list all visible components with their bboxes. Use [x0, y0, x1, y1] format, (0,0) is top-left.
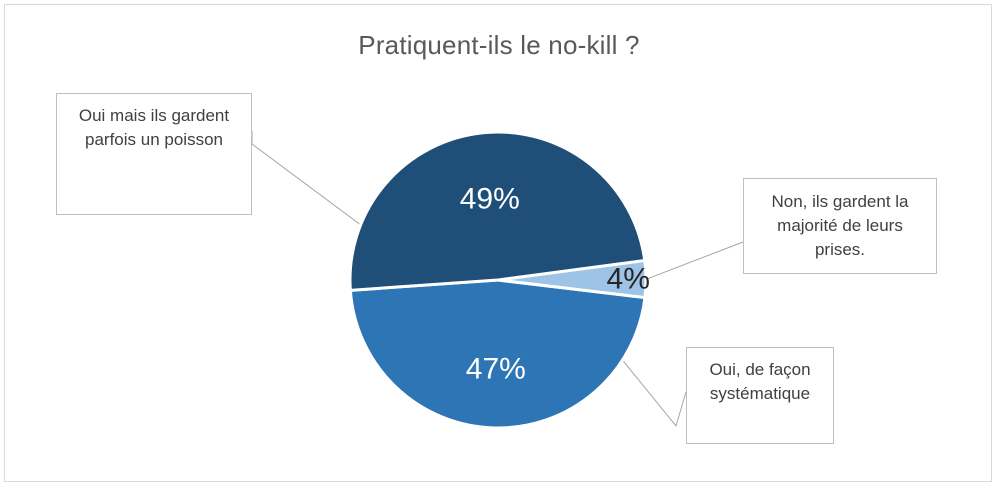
callout-label-systematic: Oui, de façon systématique — [686, 347, 834, 444]
leader-line — [646, 241, 744, 280]
callout-label-keep-sometimes: Oui mais ils gardent parfois un poisson — [56, 93, 252, 215]
callout-text: Oui mais ils gardent parfois un poisson — [78, 106, 230, 149]
callout-text: Non, ils gardent la majorité de leurs pr… — [771, 192, 909, 259]
callout-text: Oui, de façon systématique — [709, 360, 811, 403]
data-label-4: 4% — [607, 263, 650, 296]
data-label-47: 47% — [466, 352, 526, 385]
callout-label-keep-majority: Non, ils gardent la majorité de leurs pr… — [743, 178, 937, 274]
data-label-49: 49% — [460, 183, 520, 216]
slice-keep-sometimes — [348, 278, 647, 430]
pie-slices — [348, 130, 648, 430]
slice-systematic — [348, 130, 647, 292]
data-labels: 47% 4% 49% — [460, 183, 650, 386]
chart-title: Pratiquent-ils le no-kill ? — [358, 30, 640, 60]
